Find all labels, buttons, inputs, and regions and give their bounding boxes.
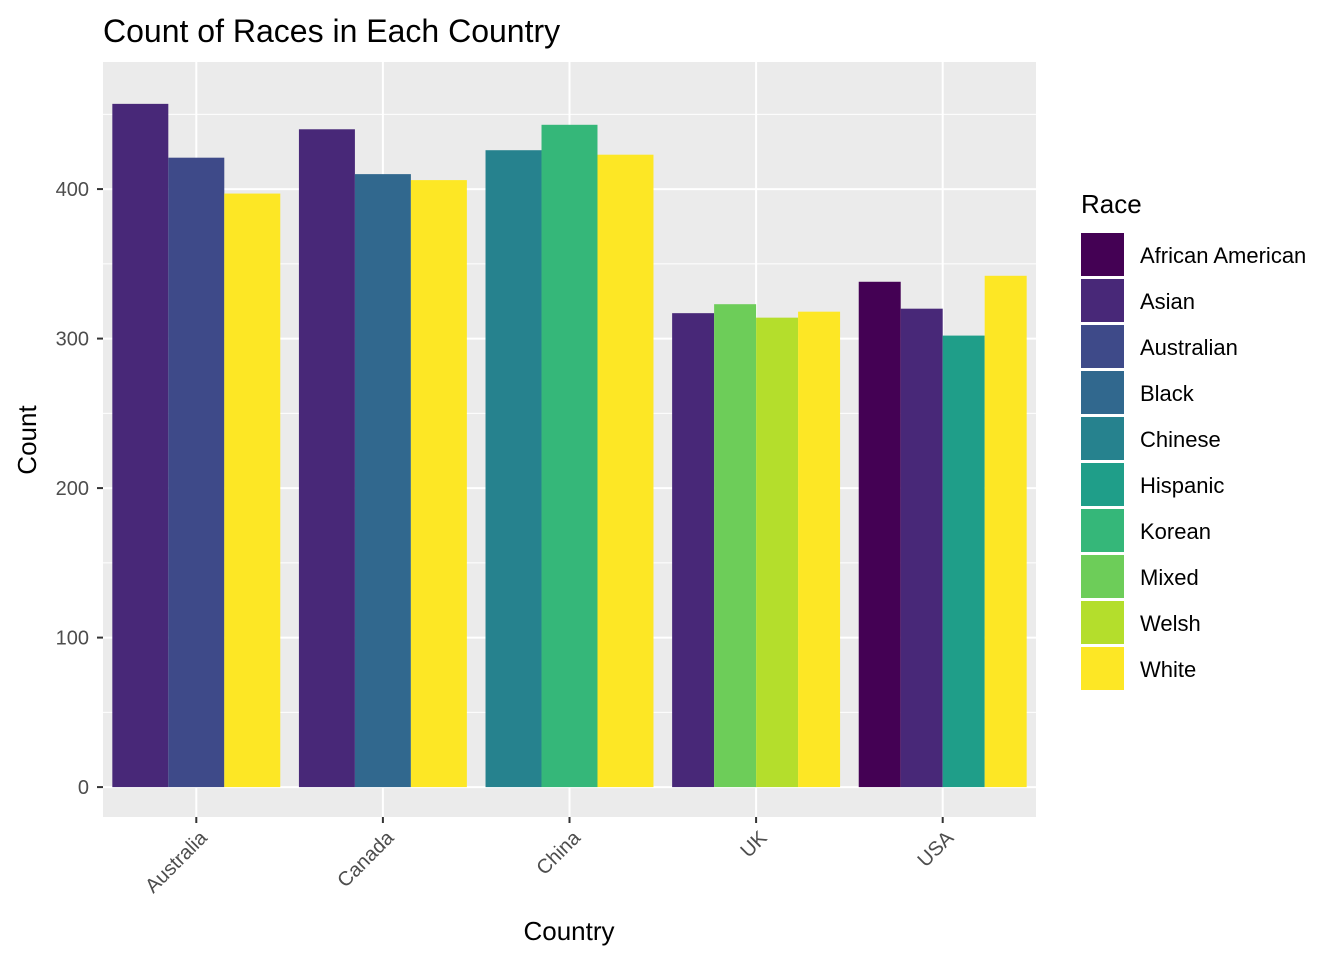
bar-australia-asian [112, 103, 169, 788]
legend-swatch-white [1081, 647, 1124, 690]
legend-label-black: Black [1140, 381, 1195, 406]
bar-canada-black [354, 174, 411, 788]
x-axis-title: Country [523, 916, 614, 946]
bar-canada-asian [298, 129, 355, 788]
bar-usa-asian [900, 308, 943, 788]
bars-group [112, 103, 1027, 788]
legend-title: Race [1081, 189, 1142, 219]
bar-china-chinese [485, 150, 542, 788]
bar-uk-white [798, 311, 841, 788]
x-tick-label-china: China [533, 826, 586, 879]
bar-china-white [597, 154, 654, 788]
legend-swatch-mixed [1081, 555, 1124, 598]
x-tick-label-uk: UK [736, 827, 772, 863]
chart-title: Count of Races in Each Country [103, 13, 560, 49]
legend-swatch-black [1081, 371, 1124, 414]
bar-uk-asian [672, 313, 715, 788]
legend-swatch-korean [1081, 509, 1124, 552]
bar-australia-white [224, 193, 281, 788]
x-tick-label-canada: Canada [333, 826, 399, 892]
bar-usa-african-american [858, 281, 901, 788]
legend-label-asian: Asian [1140, 289, 1195, 314]
legend-label-hispanic: Hispanic [1140, 473, 1224, 498]
legend-label-white: White [1140, 657, 1196, 682]
legend-label-chinese: Chinese [1140, 427, 1221, 452]
legend-label-african-american: African American [1140, 243, 1306, 268]
bar-usa-white [984, 275, 1027, 788]
x-tick-label-usa: USA [914, 827, 959, 872]
legend-swatch-australian [1081, 325, 1124, 368]
legend: Race African American Asian Australian Blac… [1081, 189, 1306, 690]
legend-label-mixed: Mixed [1140, 565, 1199, 590]
legend-swatch-hispanic [1081, 463, 1124, 506]
legend-label-welsh: Welsh [1140, 611, 1201, 636]
y-axis-title: Count [12, 405, 42, 475]
y-tick-label: 200 [56, 478, 89, 500]
y-tick-label: 300 [56, 329, 89, 351]
legend-swatch-welsh [1081, 601, 1124, 644]
x-tick-label-australia: Australia [141, 826, 212, 897]
bar-australia-australian [168, 157, 225, 788]
y-axis: 0 100 200 300 400 [56, 179, 103, 799]
x-axis: Australia Canada China UK USA [141, 817, 959, 898]
legend-label-korean: Korean [1140, 519, 1211, 544]
bar-uk-welsh [756, 317, 799, 788]
bar-uk-mixed [714, 304, 757, 788]
y-tick-label: 400 [56, 179, 89, 201]
bar-canada-white [410, 180, 467, 788]
bar-china-korean [541, 124, 598, 788]
legend-swatch-asian [1081, 279, 1124, 322]
y-tick-label: 0 [78, 777, 89, 799]
legend-label-australian: Australian [1140, 335, 1238, 360]
legend-swatch-chinese [1081, 417, 1124, 460]
y-tick-label: 100 [56, 628, 89, 650]
legend-swatch-african-american [1081, 233, 1124, 276]
bar-usa-hispanic [942, 335, 985, 788]
